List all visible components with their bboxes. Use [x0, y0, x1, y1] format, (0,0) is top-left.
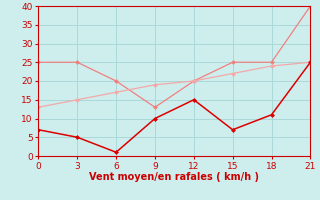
- X-axis label: Vent moyen/en rafales ( km/h ): Vent moyen/en rafales ( km/h ): [89, 172, 260, 182]
